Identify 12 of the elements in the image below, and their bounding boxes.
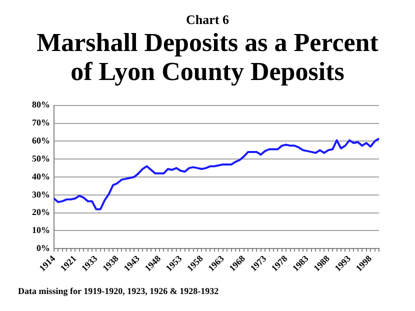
y-tick-label: 60% bbox=[32, 136, 50, 146]
y-tick-label: 30% bbox=[32, 189, 50, 200]
chart-subtitle: Chart 6 bbox=[185, 12, 230, 28]
y-tick-label: 20% bbox=[32, 207, 50, 218]
y-tick-label: 50% bbox=[32, 153, 50, 164]
y-tick-label: 70% bbox=[32, 118, 50, 128]
chart-title: Marshall Deposits as a Percent of Lyon County Deposits bbox=[36, 28, 380, 86]
y-tick-label: 10% bbox=[32, 225, 50, 236]
y-tick-label: 0% bbox=[36, 242, 50, 253]
y-tick-label: 40% bbox=[32, 171, 50, 182]
y-tick-label: 80% bbox=[32, 100, 50, 110]
text: Data missing for 1919-1920, 1923, 1926 & 1928-1932 bbox=[18, 286, 219, 296]
